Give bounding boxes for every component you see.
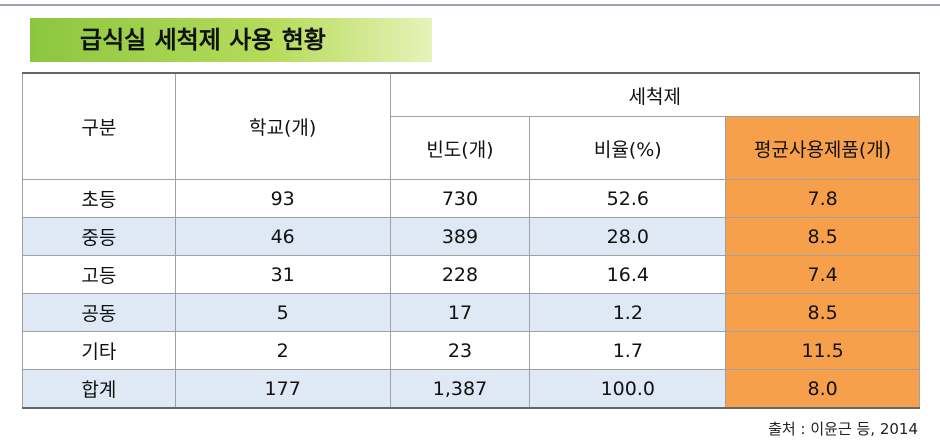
- cell: 8.5: [725, 293, 920, 332]
- cell: 초등: [22, 179, 176, 218]
- header-cell: 평균사용제품(개): [725, 116, 920, 180]
- cell: 1.2: [529, 293, 727, 332]
- cell: 2: [174, 331, 391, 370]
- table-row: 고등 31 228 16.4 7.4: [22, 255, 920, 294]
- cell: 17: [389, 293, 531, 332]
- header-cell: 학교(개): [174, 72, 391, 180]
- table-row: 공동 5 17 1.2 8.5: [22, 293, 920, 332]
- cell: 1,387: [389, 369, 531, 409]
- cell: 31: [174, 255, 391, 294]
- cell: 8.5: [725, 217, 920, 256]
- header-cell: 구분: [22, 72, 176, 180]
- cell: 11.5: [725, 331, 920, 370]
- title: 급식실 세척제 사용 현황: [30, 18, 432, 62]
- cell: 228: [389, 255, 531, 294]
- cell: 16.4: [529, 255, 727, 294]
- cell: 1.7: [529, 331, 727, 370]
- source: 출처 : 이윤근 등, 2014: [768, 420, 918, 438]
- header-cell: 비율(%): [529, 116, 727, 180]
- cell: 23: [389, 331, 531, 370]
- cell: 52.6: [529, 179, 727, 218]
- table-row: 합계 177 1,387 100.0 8.0: [22, 369, 920, 409]
- header-cell: 세척제: [389, 72, 921, 117]
- cell: 177: [174, 369, 391, 409]
- cell: 100.0: [529, 369, 727, 409]
- table: 구분 학교(개) 세척제 빈도(개) 비율(%) 평균사용제품(개) 초등 93 730…: [22, 72, 921, 409]
- cell: 46: [174, 217, 391, 256]
- top-rule: [0, 4, 940, 6]
- cell: 기타: [22, 331, 176, 370]
- cell: 730: [389, 179, 531, 218]
- cell: 28.0: [529, 217, 727, 256]
- table-row: 초등 93 730 52.6 7.8: [22, 179, 920, 218]
- cell: 8.0: [725, 369, 920, 409]
- cell: 5: [174, 293, 391, 332]
- table-row: 기타 2 23 1.7 11.5: [22, 331, 920, 370]
- cell: 합계: [22, 369, 176, 409]
- header-cell: 빈도(개): [389, 116, 531, 180]
- cell: 고등: [22, 255, 176, 294]
- table-row: 중등 46 389 28.0 8.5: [22, 217, 920, 256]
- cell: 93: [174, 179, 391, 218]
- cell: 중등: [22, 217, 176, 256]
- cell: 공동: [22, 293, 176, 332]
- cell: 7.4: [725, 255, 920, 294]
- cell: 7.8: [725, 179, 920, 218]
- cell: 389: [389, 217, 531, 256]
